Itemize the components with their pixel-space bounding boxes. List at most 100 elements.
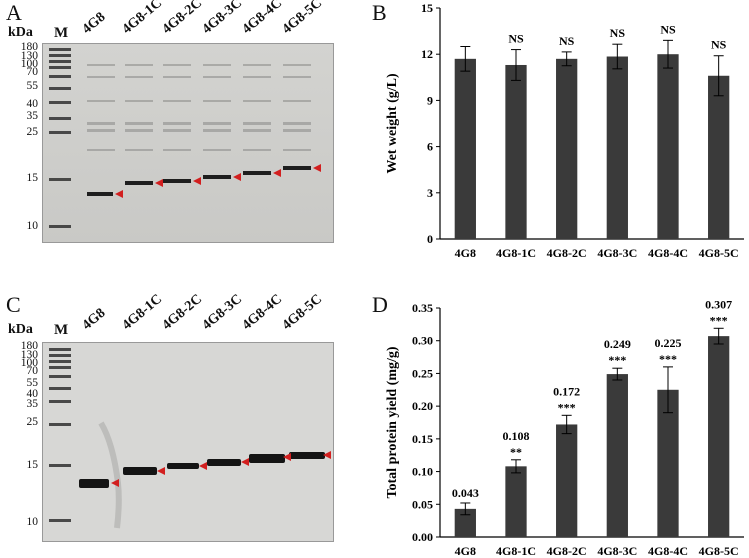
mw-marker-label: 55 — [26, 80, 39, 92]
bar — [657, 389, 679, 537]
x-tick-label: 4G8 — [455, 246, 476, 260]
y-tick-label: 0.30 — [412, 334, 433, 348]
x-tick-label: 4G8-3C — [597, 246, 637, 260]
mw-marker-label: 10 — [26, 220, 39, 232]
bar — [505, 466, 527, 537]
mw-marker-label: 180 — [20, 41, 38, 53]
mw-marker-label: 10 — [26, 516, 39, 528]
mw-marker-label: 40 — [26, 388, 39, 400]
bar — [505, 64, 527, 239]
data-label: 0.225 — [655, 336, 682, 350]
y-tick-label: 0.00 — [412, 530, 433, 544]
panel-c-gel-bands — [43, 343, 333, 541]
mw-marker-label: 55 — [26, 377, 39, 389]
mw-marker-label: 100 — [20, 357, 38, 369]
y-tick-label: 9 — [427, 93, 433, 107]
mw-marker-label: 40 — [26, 98, 39, 110]
panel-c-gel-image — [42, 342, 334, 542]
data-label: 0.249 — [604, 337, 631, 351]
mw-marker-label: 180 — [20, 340, 38, 352]
y-tick-label: 15 — [421, 1, 433, 15]
mw-marker-label: 35 — [26, 398, 39, 410]
lane-label: 4G8-5C — [279, 0, 326, 38]
bar — [454, 58, 476, 239]
significance-label: *** — [659, 352, 677, 366]
y-tick-label: 12 — [421, 47, 433, 61]
panel-a-letter: A — [6, 0, 22, 25]
bar — [556, 424, 578, 537]
bar — [556, 58, 578, 239]
lane-label: 4G8-1C — [119, 0, 166, 38]
panel-d-letter: D — [372, 292, 388, 317]
panel-a-marker-label: M — [54, 25, 69, 41]
data-label: 0.108 — [503, 429, 530, 443]
y-tick-label: 0.05 — [412, 497, 433, 511]
ns-label: NS — [508, 32, 524, 46]
data-label: 0.172 — [553, 384, 580, 398]
mw-marker-label: 15 — [26, 459, 39, 471]
ns-label: NS — [711, 38, 727, 52]
y-tick-label: 0.20 — [412, 399, 433, 413]
y-tick-label: 3 — [427, 186, 433, 200]
lane-label: 4G8 — [79, 305, 109, 334]
bar — [606, 374, 628, 537]
mw-marker-label: 35 — [26, 110, 39, 122]
mw-marker-label: 130 — [20, 349, 38, 361]
y-tick-label: 0.15 — [412, 432, 433, 446]
significance-label: *** — [710, 313, 728, 327]
mw-marker-label: 25 — [26, 416, 39, 428]
data-label: 0.043 — [452, 486, 479, 500]
ns-label: NS — [559, 34, 575, 48]
bar — [657, 54, 679, 240]
x-tick-label: 4G8-5C — [699, 544, 739, 558]
x-tick-label: 4G8-2C — [547, 246, 587, 260]
wet-weight-bar-chart: 0 3 6 9 12 15 Wet weight (g/L) 4G8 4G8-1C NS 4G8-2… — [385, 1, 744, 260]
data-label: 0.307 — [705, 297, 732, 311]
protein-yield-bar-chart: 0.00 0.05 0.10 0.15 0.20 0.25 0.30 0.35 Total pr… — [385, 297, 744, 558]
lane-label: 4G8-1C — [119, 291, 166, 334]
ns-label: NS — [610, 26, 626, 40]
panel-a-gel-bands — [43, 44, 333, 242]
panel-a-kda-label: kDa — [8, 25, 33, 40]
x-tick-label: 4G8-5C — [699, 246, 739, 260]
x-tick-label: 4G8-1C — [496, 246, 536, 260]
lane-label: 4G8 — [79, 9, 109, 38]
panel-c-kda-label: kDa — [8, 322, 33, 337]
lane-label: 4G8-3C — [199, 0, 246, 38]
bar — [708, 336, 730, 537]
x-tick-label: 4G8-1C — [496, 544, 536, 558]
ns-label: NS — [660, 22, 676, 36]
lane-label: 4G8-4C — [239, 0, 286, 38]
y-axis-label: Wet weight (g/L) — [385, 73, 400, 174]
y-tick-label: 6 — [427, 140, 433, 154]
bar — [454, 508, 476, 537]
x-tick-label: 4G8 — [455, 544, 476, 558]
mw-marker-label: 25 — [26, 126, 39, 138]
y-tick-label: 0.10 — [412, 465, 433, 479]
lane-label: 4G8-2C — [159, 0, 206, 38]
x-tick-label: 4G8-2C — [547, 544, 587, 558]
y-tick-label: 0.25 — [412, 366, 433, 380]
lane-label: 4G8-4C — [239, 291, 286, 334]
x-tick-label: 4G8-4C — [648, 544, 688, 558]
y-tick-label: 0.35 — [412, 301, 433, 315]
panel-c-letter: C — [6, 292, 21, 317]
bar — [606, 56, 628, 240]
panel-b-letter: B — [372, 0, 387, 25]
mw-marker-label: 100 — [20, 58, 38, 70]
y-tick-label: 0 — [427, 232, 433, 246]
panel-a-gel-image — [42, 43, 334, 243]
significance-label: *** — [608, 353, 626, 367]
significance-label: ** — [510, 445, 522, 459]
significance-label: *** — [558, 400, 576, 414]
y-axis-label: Total protein yield (mg/g) — [385, 346, 400, 498]
mw-marker-label: 70 — [26, 365, 39, 377]
x-tick-label: 4G8-3C — [597, 544, 637, 558]
bar — [708, 75, 730, 239]
mw-marker-label: 130 — [20, 50, 38, 62]
panel-c-marker-label: M — [54, 322, 69, 338]
lane-label: 4G8-2C — [159, 291, 206, 334]
lane-label: 4G8-5C — [279, 291, 326, 334]
mw-marker-label: 70 — [26, 66, 39, 78]
x-tick-label: 4G8-4C — [648, 246, 688, 260]
